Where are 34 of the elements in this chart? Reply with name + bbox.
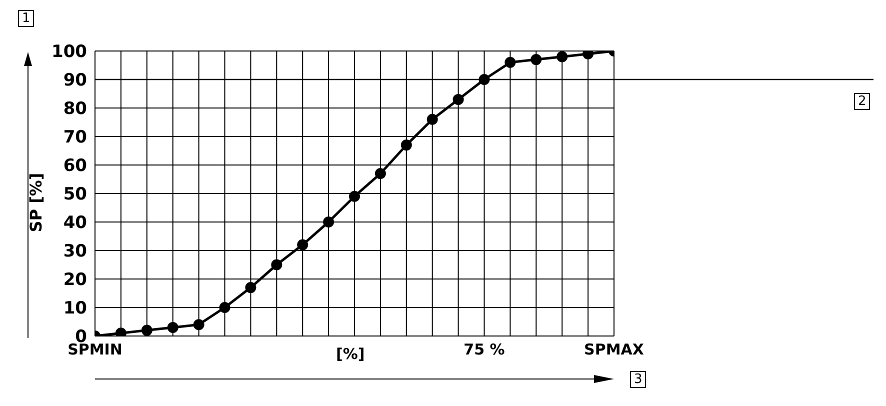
point (219, 302, 230, 313)
y-tick-label: 50 (63, 184, 88, 205)
x-axis-title: [%] (336, 345, 365, 363)
point (141, 324, 152, 336)
point (478, 74, 490, 85)
x-tick-label: 75 % (464, 340, 505, 359)
point (323, 216, 334, 228)
point (374, 168, 386, 180)
y-tick-label: 20 (63, 270, 88, 290)
y-tick-label: 90 (63, 70, 88, 91)
y-tick-label: 80 (63, 99, 88, 120)
point (193, 319, 204, 330)
point (504, 56, 516, 68)
point (245, 282, 256, 294)
y-tick-label: 10 (63, 298, 88, 319)
point (452, 94, 464, 105)
point (426, 114, 438, 125)
point (556, 51, 568, 62)
callout-box: 2 (854, 93, 870, 110)
y-tick-label: 60 (63, 156, 88, 176)
x-tick-label: SPMAX (584, 340, 644, 359)
y-tick-label: 30 (63, 242, 88, 262)
y-tick-label: 70 (63, 128, 88, 148)
y-axis-title: SP [%] (26, 172, 46, 232)
callout-box: 1 (18, 10, 34, 27)
point (400, 140, 412, 151)
point (530, 54, 542, 66)
y-tick-label: 40 (63, 213, 88, 234)
point (297, 239, 308, 250)
y-tick-label: 100 (52, 42, 88, 62)
point (167, 322, 178, 333)
point (271, 259, 282, 270)
point (349, 190, 360, 202)
callout-box: 3 (630, 371, 646, 388)
